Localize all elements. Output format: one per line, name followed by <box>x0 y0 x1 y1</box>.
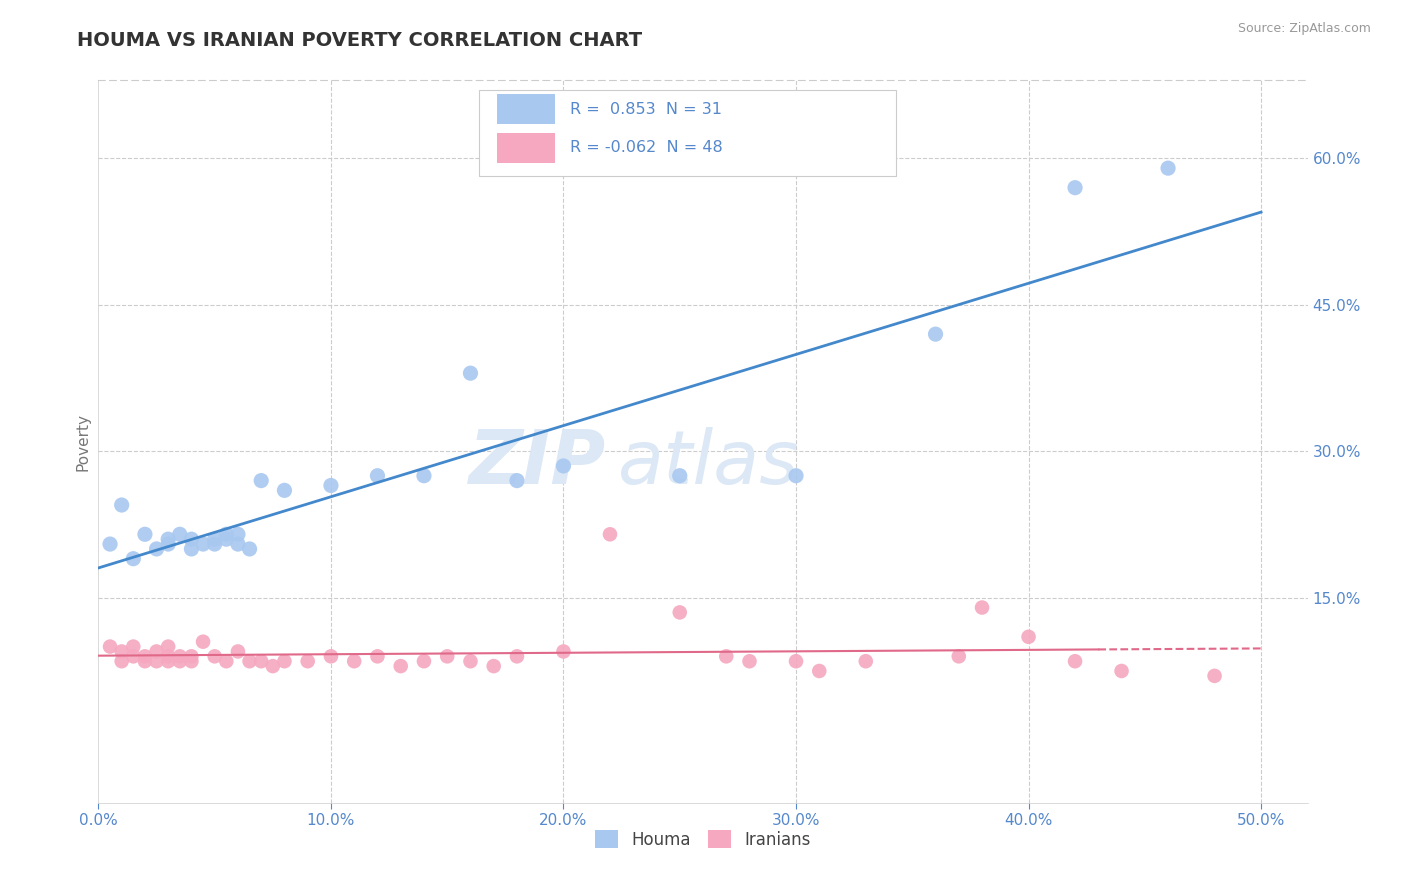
Point <box>215 532 238 546</box>
Bar <box>498 95 555 125</box>
Point <box>924 327 946 342</box>
Point <box>122 649 145 664</box>
Point <box>343 654 366 668</box>
Point <box>180 654 202 668</box>
Point <box>599 527 621 541</box>
Point <box>191 537 214 551</box>
Point <box>366 649 388 664</box>
Point <box>366 468 388 483</box>
Point <box>111 654 134 668</box>
Point <box>180 541 202 556</box>
Point <box>319 649 342 664</box>
Point <box>413 468 436 483</box>
Point <box>250 474 273 488</box>
Point <box>145 541 167 556</box>
Point <box>169 649 191 664</box>
Point <box>785 468 807 483</box>
Point <box>716 649 738 664</box>
Text: R =  0.853  N = 31: R = 0.853 N = 31 <box>569 102 723 117</box>
Point <box>482 659 505 673</box>
Point <box>157 537 180 551</box>
Point <box>738 654 761 668</box>
Y-axis label: Poverty: Poverty <box>75 412 90 471</box>
Text: ZIP: ZIP <box>470 426 606 500</box>
Point <box>1111 664 1133 678</box>
Text: HOUMA VS IRANIAN POVERTY CORRELATION CHART: HOUMA VS IRANIAN POVERTY CORRELATION CHA… <box>77 31 643 50</box>
Point <box>668 606 690 620</box>
Point <box>204 532 226 546</box>
Point <box>134 654 156 668</box>
Point <box>204 537 226 551</box>
Point <box>215 527 238 541</box>
Text: R = -0.062  N = 48: R = -0.062 N = 48 <box>569 140 723 155</box>
Point <box>226 527 249 541</box>
Point <box>111 498 134 512</box>
Point <box>122 640 145 654</box>
Point <box>273 654 295 668</box>
Point <box>1064 180 1087 194</box>
Point <box>122 551 145 566</box>
Point <box>808 664 831 678</box>
Point <box>297 654 319 668</box>
Point <box>169 527 191 541</box>
Point <box>226 537 249 551</box>
Text: Source: ZipAtlas.com: Source: ZipAtlas.com <box>1237 22 1371 36</box>
Text: atlas: atlas <box>619 427 800 500</box>
Point <box>389 659 412 673</box>
Point <box>111 644 134 658</box>
Point <box>145 654 167 668</box>
Point <box>970 600 993 615</box>
Point <box>134 649 156 664</box>
Point <box>180 649 202 664</box>
Point <box>273 483 295 498</box>
Point <box>668 468 690 483</box>
Point <box>226 644 249 658</box>
Point <box>785 654 807 668</box>
Point <box>262 659 284 673</box>
Point <box>157 532 180 546</box>
Point <box>145 644 167 658</box>
Point <box>1064 654 1087 668</box>
Point <box>215 654 238 668</box>
Point <box>506 474 529 488</box>
FancyBboxPatch shape <box>479 90 897 176</box>
Point <box>460 654 482 668</box>
Point <box>319 478 342 492</box>
Point <box>948 649 970 664</box>
Point <box>134 527 156 541</box>
Bar <box>498 133 555 163</box>
Point <box>157 640 180 654</box>
Point <box>1018 630 1040 644</box>
Point <box>239 541 262 556</box>
Point <box>553 644 575 658</box>
Point <box>855 654 877 668</box>
Point <box>98 640 121 654</box>
Point <box>204 649 226 664</box>
Point <box>180 532 202 546</box>
Point <box>191 634 214 648</box>
Point <box>1204 669 1226 683</box>
Point <box>1157 161 1180 176</box>
Legend: Houma, Iranians: Houma, Iranians <box>595 830 811 848</box>
Point <box>250 654 273 668</box>
Point <box>506 649 529 664</box>
Point <box>98 537 121 551</box>
Point <box>553 458 575 473</box>
Point <box>413 654 436 668</box>
Point <box>436 649 458 664</box>
Point <box>460 366 482 380</box>
Point <box>239 654 262 668</box>
Point <box>169 654 191 668</box>
Point <box>157 649 180 664</box>
Point <box>157 654 180 668</box>
